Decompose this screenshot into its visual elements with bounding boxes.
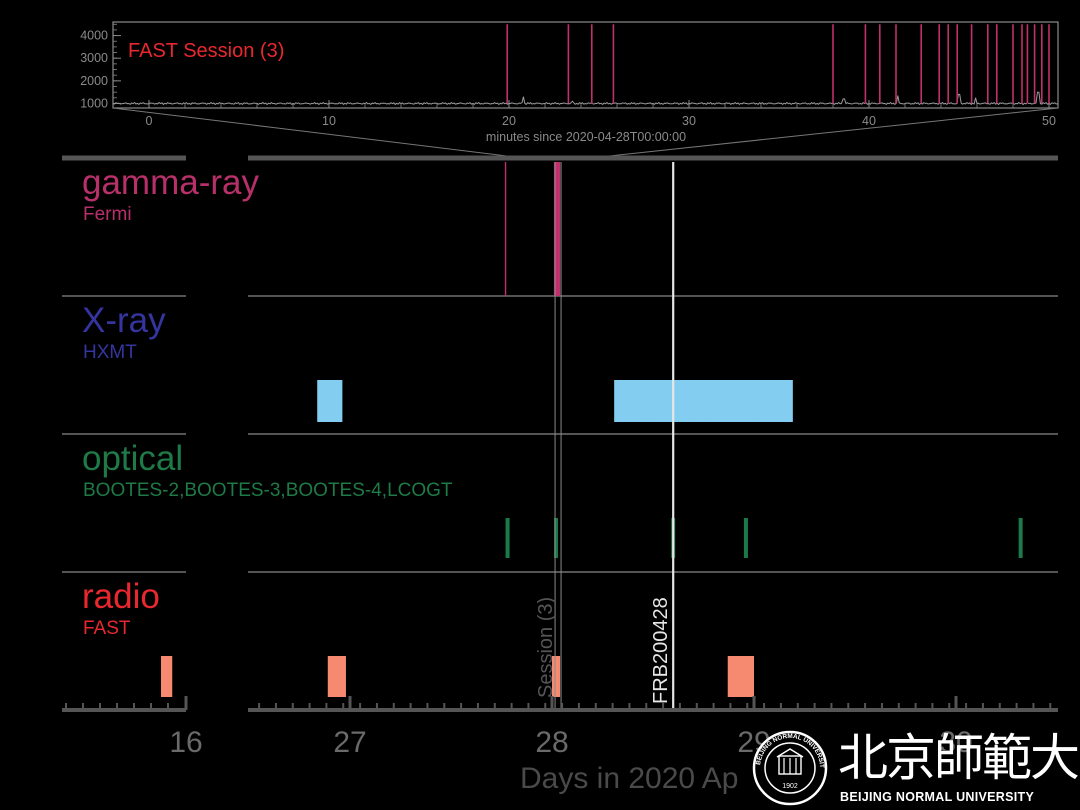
- xray-observation: [654, 380, 664, 422]
- inset-x-tick-label: 0: [146, 114, 153, 128]
- xray-observation: [333, 380, 343, 422]
- xray-observation: [317, 380, 327, 422]
- inset-baseline-series: [112, 91, 1058, 106]
- inset-panel: 1000 2000 3000 4000 0 10 20 30 40 50 FAST Session…: [80, 21, 1059, 144]
- inset-frame: [112, 21, 1059, 109]
- xray-observation: [325, 380, 335, 422]
- zoom-connector-right: [599, 107, 1059, 158]
- xray-observation: [703, 380, 713, 422]
- xray-observation: [630, 380, 640, 422]
- radio-observation: [727, 656, 754, 697]
- inset-x-tick-label: 10: [322, 114, 336, 128]
- xray-observation: [775, 380, 785, 422]
- inset-x-axis-label: minutes since 2020-04-28T00:00:00: [486, 130, 686, 144]
- xray-observation: [759, 380, 769, 422]
- xray-observation: [622, 380, 632, 422]
- radio-observation: [327, 656, 346, 697]
- university-name-english: BEIJING NORMAL UNIVERSITY: [840, 790, 1035, 804]
- zoom-connector-left: [112, 107, 516, 158]
- marker-lines: FRB200428 Session (3): [535, 162, 675, 710]
- xray-observation: [694, 380, 704, 422]
- university-logo: BEIJING NORMAL UNIVERSITY 1902 北京師範大學 BE…: [748, 728, 1080, 810]
- xray-observation: [767, 380, 777, 422]
- row-label-gamma: gamma-ray: [82, 163, 259, 202]
- row-label-radio: radio: [82, 577, 160, 616]
- xray-observation: [678, 380, 688, 422]
- session-marker-label: Session (3): [535, 597, 557, 698]
- axis-tick-label: 27: [333, 726, 366, 759]
- radio-observation: [552, 656, 561, 697]
- row-separators: [62, 155, 1058, 573]
- xray-observation: [646, 380, 656, 422]
- inset-x-tick-label: 40: [862, 114, 876, 128]
- inset-marks: 1000 2000 3000 4000 0 10 20 30 40 50: [80, 23, 1058, 128]
- frb-marker-label: FRB200428: [650, 597, 672, 704]
- inset-y-tick-label: 3000: [80, 51, 108, 65]
- timeline-x-axis-label: Days in 2020 Ap: [520, 762, 738, 795]
- inset-x-tick-label: 20: [502, 114, 516, 128]
- optical-observation: [743, 518, 748, 558]
- xray-observation: [662, 380, 672, 422]
- axis-tick-label: 16: [169, 726, 202, 759]
- xray-observation: [735, 380, 745, 422]
- optical-observation: [554, 518, 559, 558]
- xray-observation: [783, 380, 793, 422]
- inset-y-tick-label: 1000: [80, 96, 108, 110]
- row-label-optical: optical: [82, 439, 183, 478]
- xray-observation: [614, 380, 624, 422]
- row-sublabel-gamma: Fermi: [83, 204, 132, 225]
- xray-observation: [670, 380, 680, 422]
- timeline-axis: 16 27 28 29 30: [62, 696, 1058, 759]
- row-sublabel-radio: FAST: [83, 618, 131, 639]
- xray-observation: [743, 380, 753, 422]
- xray-observation: [638, 380, 648, 422]
- inset-title: FAST Session (3): [128, 40, 284, 62]
- row-label-xray: X-ray: [82, 301, 166, 340]
- inset-x-tick-label: 50: [1042, 114, 1056, 128]
- inset-x-tick-label: 30: [682, 114, 696, 128]
- inset-y-tick-label: 2000: [80, 74, 108, 88]
- row-sublabel-xray: HXMT: [83, 342, 137, 363]
- inset-y-tick-label: 4000: [80, 29, 108, 43]
- radio-observation: [161, 656, 173, 697]
- university-seal-icon: BEIJING NORMAL UNIVERSITY 1902: [752, 730, 828, 806]
- axis-tick-label: 30: [939, 726, 972, 759]
- xray-observation: [711, 380, 721, 422]
- optical-observation: [505, 518, 510, 558]
- xray-observation: [719, 380, 729, 422]
- university-name-chinese: 北京師範大學: [838, 729, 1080, 787]
- optical-observation: [1018, 518, 1023, 558]
- axis-tick-label: 28: [535, 726, 568, 759]
- event-marks: [161, 162, 1023, 697]
- xray-observation: [686, 380, 696, 422]
- row-sublabel-optical: BOOTES-2,BOOTES-3,BOOTES-4,LCOGT: [83, 480, 453, 501]
- xray-observation: [727, 380, 737, 422]
- xray-observation: [751, 380, 761, 422]
- svg-text:1902: 1902: [782, 783, 798, 790]
